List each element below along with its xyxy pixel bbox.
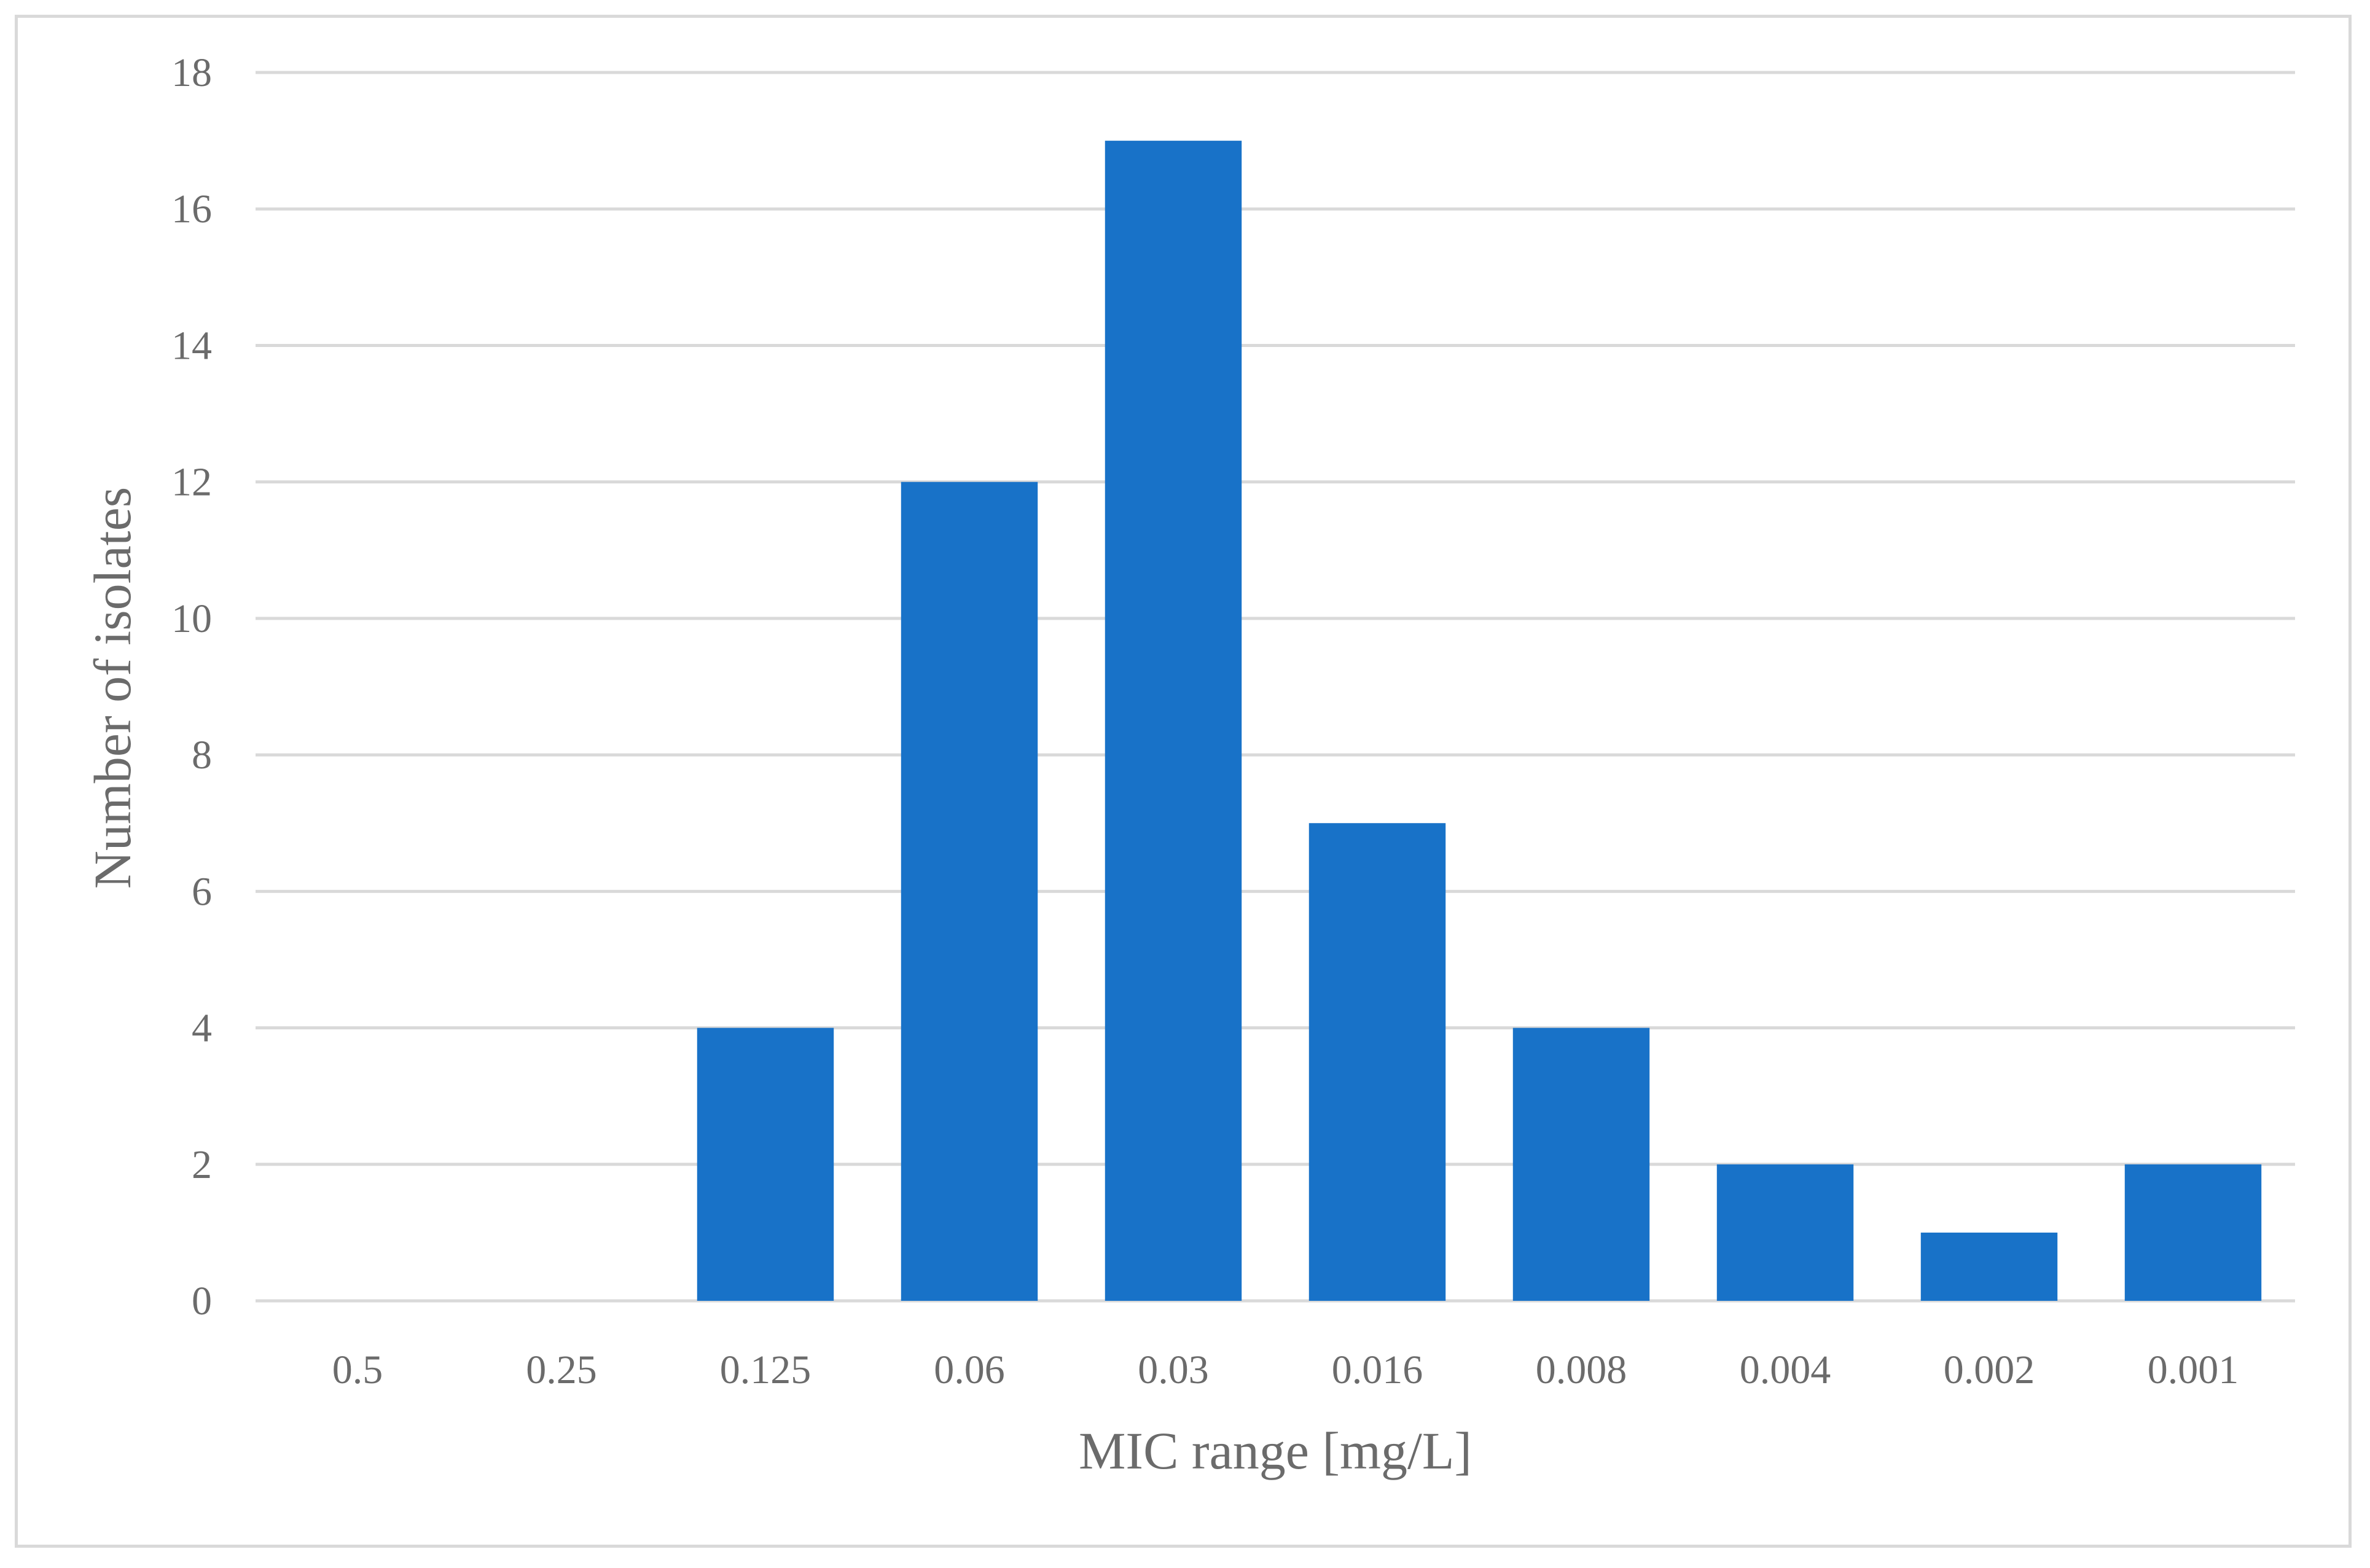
bar	[1308, 823, 1446, 1301]
x-tick-label: 0.002	[1944, 1348, 2035, 1392]
x-tick-label: 0.008	[1536, 1348, 1627, 1392]
bar	[1920, 1232, 2058, 1301]
bar	[2124, 1164, 2262, 1301]
x-tick-label: 0.125	[720, 1348, 812, 1392]
bar	[697, 1028, 834, 1301]
x-tick-label: 0.5	[332, 1348, 383, 1392]
x-axis-title: MIC range [mg/L]	[1079, 1421, 1472, 1480]
x-tick-label: 0.001	[2148, 1348, 2239, 1392]
y-tick-labels: 0 2 4 6 8 10 12 14 16 18	[171, 50, 212, 1324]
y-tick-label: 10	[171, 596, 212, 641]
bar	[1512, 1028, 1650, 1301]
y-tick-label: 14	[171, 323, 212, 368]
y-tick-label: 6	[192, 869, 212, 914]
gridlines	[256, 71, 2295, 1303]
y-axis-title: Number of isolates	[83, 487, 142, 889]
bar	[1716, 1164, 1854, 1301]
x-tick-label: 0.004	[1740, 1348, 1831, 1392]
bar	[1105, 141, 1242, 1301]
x-tick-label: 0.25	[526, 1348, 597, 1392]
x-tick-label: 0.06	[934, 1348, 1005, 1392]
x-tick-label: 0.016	[1332, 1348, 1423, 1392]
y-tick-label: 16	[171, 187, 212, 232]
bar	[901, 482, 1038, 1301]
x-tick-label: 0.03	[1138, 1348, 1209, 1392]
y-tick-label: 12	[171, 460, 212, 505]
y-tick-label: 0	[192, 1279, 212, 1324]
bars	[697, 141, 2262, 1301]
x-tick-labels: 0.5 0.25 0.125 0.06 0.03 0.016 0.008 0.004 0.002…	[332, 1348, 2239, 1392]
y-tick-label: 8	[192, 733, 212, 778]
y-tick-label: 2	[192, 1142, 212, 1187]
y-tick-label: 18	[171, 50, 212, 95]
y-tick-label: 4	[192, 1006, 212, 1051]
